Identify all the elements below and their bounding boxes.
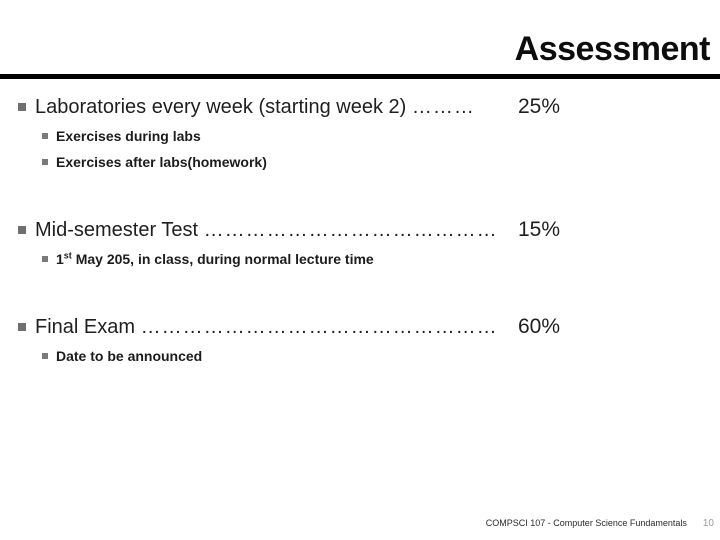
date-ordinal-suffix: st [63,250,72,261]
page-number: 10 [702,518,714,529]
dot-leader: ………………………………………………..… [203,219,495,242]
bullet-square-icon [18,103,26,112]
subitem-label: Exercises during labs [56,128,201,145]
title-divider [0,74,720,80]
dot-leader: ……… [411,96,475,119]
subitem: 1st May 205, in class, during normal lec… [42,250,720,269]
subitem: Exercises after labs(homework) [42,153,720,172]
subitem: Exercises during labs [42,127,720,146]
item-text: Final Exam …………………………………………………………....... [35,314,495,340]
subitem-list: Exercises during labs Exercises after la… [18,127,720,172]
item-percentage: 15% [518,218,561,242]
dot-leader: …………………………………………………………....... [140,316,495,339]
slide-footer: COMPSCI 107 - Computer Science Fundament… [486,518,714,529]
subitem-label: 1st May 205, in class, during normal lec… [56,251,374,267]
item-text: Laboratories every week (starting week 2… [35,94,475,120]
subitem: Date to be announced [42,347,720,366]
subitem-label: Exercises after labs(homework) [56,154,267,171]
item-row: Mid-semester Test ………………………………………………..… … [18,217,720,243]
item-text: Mid-semester Test ………………………………………………..… [35,217,495,243]
item-percentage: 25% [518,95,561,119]
assessment-item-midsemester-test: Mid-semester Test ………………………………………………..… … [18,217,720,269]
bullet-square-icon [42,133,48,140]
slide-body: Laboratories every week (starting week 2… [0,94,720,366]
bullet-square-icon [42,256,48,263]
item-row: Laboratories every week (starting week 2… [18,94,720,120]
bullet-square-icon [42,159,48,166]
date-rest: May 205, in class, during normal lecture… [71,251,374,268]
item-label: Final Exam [35,316,141,339]
item-percentage: 60% [518,315,561,339]
subitem-list: 1st May 205, in class, during normal lec… [18,250,720,269]
item-label: Laboratories every week (starting week 2… [35,96,412,119]
bullet-square-icon [42,353,48,360]
assessment-item-laboratories: Laboratories every week (starting week 2… [18,94,720,172]
slide-title: Assessment [514,30,711,68]
footer-course-label: COMPSCI 107 - Computer Science Fundament… [485,518,687,528]
date-number: 1 [56,251,64,268]
subitem-list: Date to be announced [18,347,720,366]
subitem-label: Date to be announced [56,348,203,365]
assessment-item-final-exam: Final Exam ………………………………………………………….......… [18,314,720,366]
bullet-square-icon [18,226,26,235]
item-row: Final Exam ………………………………………………………….......… [18,314,720,340]
item-label: Mid-semester Test [35,219,204,242]
bullet-square-icon [18,323,26,332]
